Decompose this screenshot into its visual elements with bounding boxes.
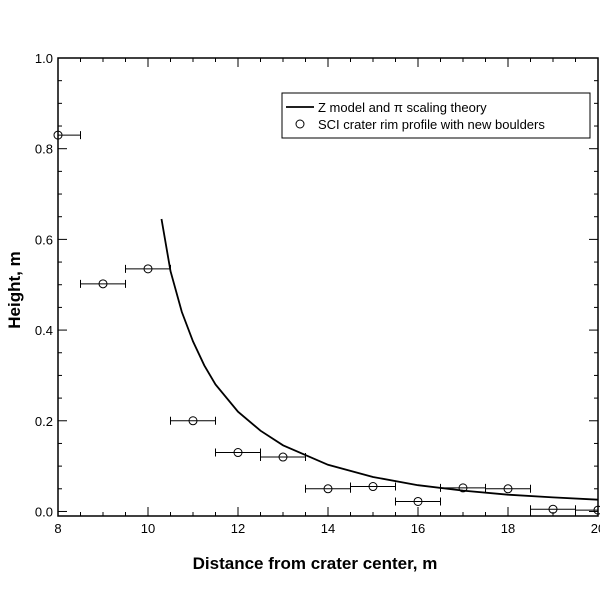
y-tick-label: 1.0: [35, 51, 53, 66]
x-axis-title: Distance from crater center, m: [193, 554, 438, 573]
data-point: [323, 484, 333, 494]
x-tick-label: 18: [501, 521, 515, 536]
data-point: [143, 264, 153, 274]
model-curve: [160, 218, 599, 501]
data-point: [413, 496, 423, 506]
data-point: [188, 416, 198, 426]
y-tick-label: 0.8: [35, 142, 53, 157]
x-tick-label: 16: [411, 521, 425, 536]
plot-frame: [57, 57, 599, 517]
y-axis-title: Height, m: [5, 251, 24, 328]
data-point: [278, 452, 288, 462]
data-point: [233, 448, 243, 458]
x-tick-label: 20: [591, 521, 600, 536]
data-point: [458, 483, 468, 493]
y-tick-label: 0.0: [35, 504, 53, 519]
data-point: [368, 482, 378, 492]
legend-entry-line-label: Z model and π scaling theory: [318, 100, 487, 115]
y-tick-label: 0.2: [35, 414, 53, 429]
legend-box: [281, 92, 591, 139]
y-tick-label: 0.4: [35, 323, 53, 338]
data-point: [98, 279, 108, 289]
y-tick-label: 0.6: [35, 232, 53, 247]
data-point: [548, 504, 558, 514]
x-tick-label: 8: [54, 521, 61, 536]
data-point: [503, 484, 513, 494]
x-tick-label: 10: [141, 521, 155, 536]
legend: Z model and π scaling theory SCI crater …: [281, 92, 591, 139]
x-tick-label: 14: [321, 521, 335, 536]
legend-entry-circle-label: SCI crater rim profile with new boulders: [318, 117, 545, 132]
legend-circle-marker: [295, 119, 305, 129]
x-tick-label: 12: [231, 521, 245, 536]
